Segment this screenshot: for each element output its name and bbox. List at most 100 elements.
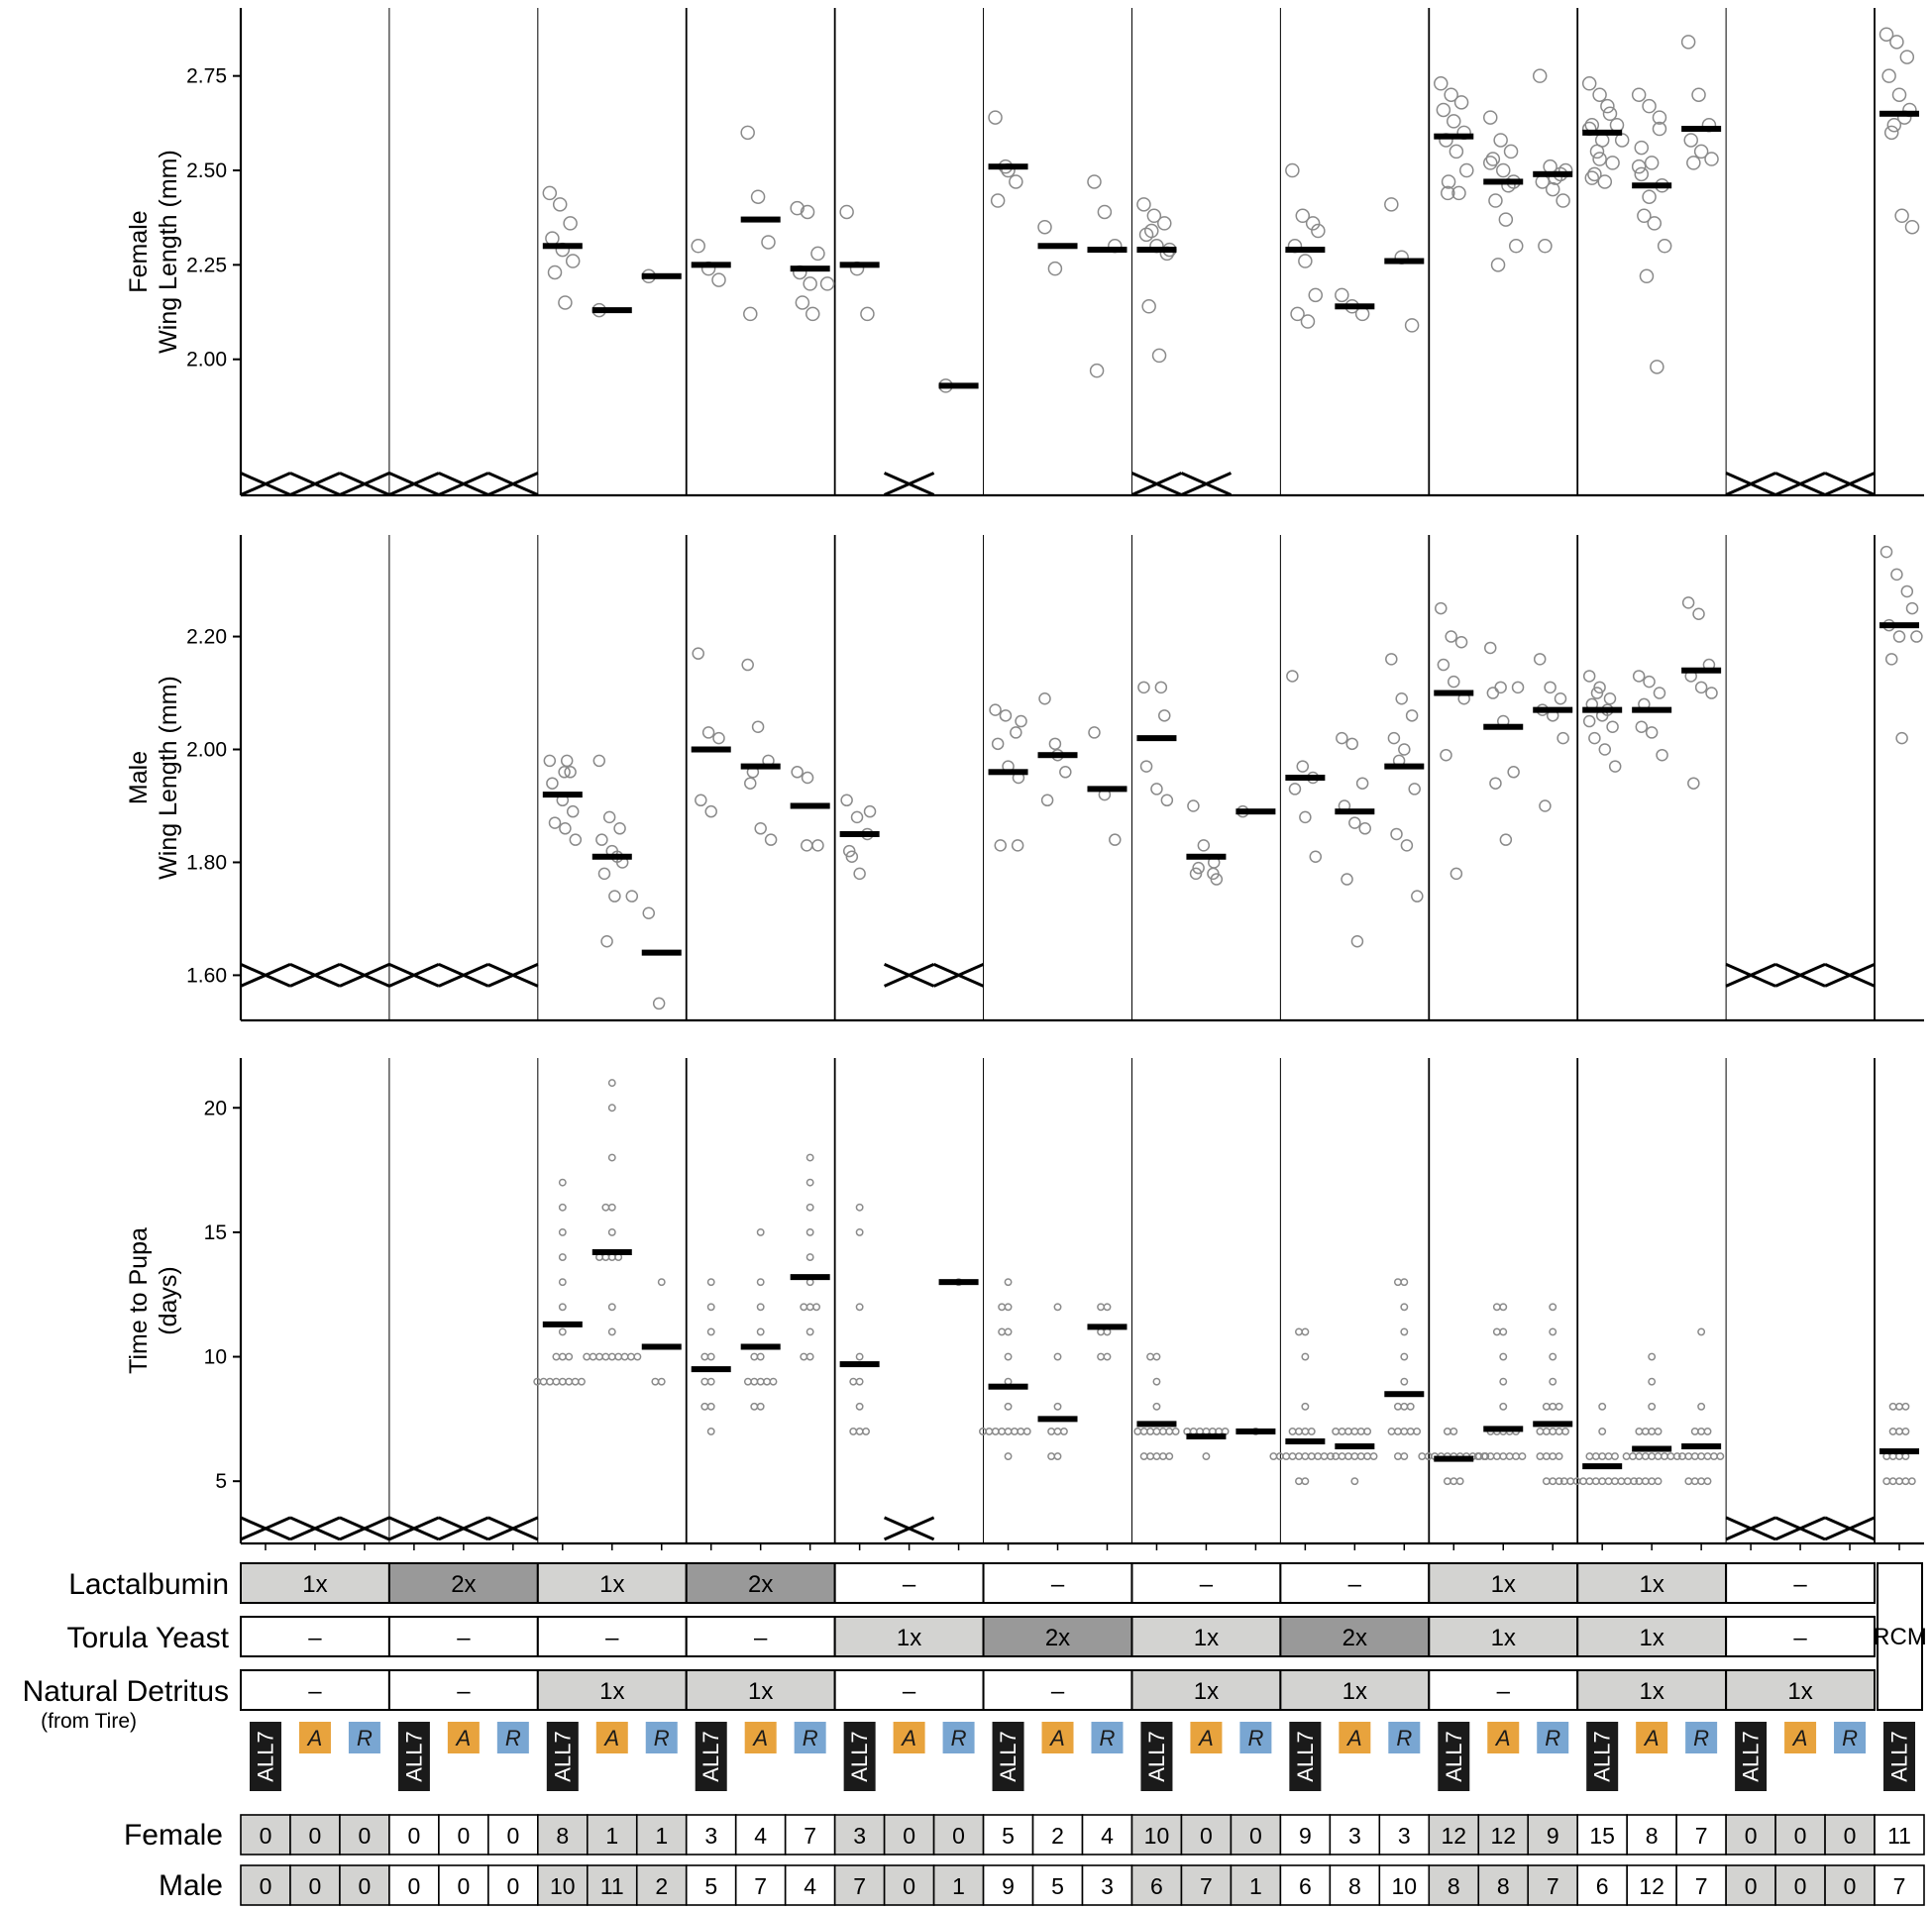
a-badge — [893, 1722, 925, 1753]
data-point — [800, 204, 815, 220]
a-badge — [1041, 1722, 1074, 1753]
data-point — [1400, 1377, 1409, 1386]
all7-badge — [1289, 1722, 1322, 1791]
a-label: A — [1791, 1726, 1808, 1750]
mean-bar — [1384, 1391, 1425, 1398]
count-value: 6 — [1150, 1873, 1163, 1899]
mean-bar — [1087, 1324, 1127, 1330]
data-point — [1139, 760, 1153, 773]
count-value: 0 — [1200, 1823, 1213, 1849]
data-point — [754, 822, 767, 835]
missing-cross — [438, 472, 489, 496]
data-point — [761, 235, 776, 250]
data-point — [1598, 1452, 1607, 1461]
r-badge — [1388, 1722, 1421, 1753]
data-point — [1040, 794, 1054, 807]
mean-bar — [1384, 763, 1425, 770]
data-point — [613, 822, 626, 835]
data-point — [1901, 1477, 1910, 1486]
a-badge — [1636, 1722, 1668, 1753]
cross-stroke — [487, 963, 539, 988]
data-point — [1605, 156, 1620, 170]
data-point — [1343, 1427, 1352, 1435]
data-point — [706, 1402, 715, 1411]
data-point — [790, 200, 805, 216]
data-point — [1087, 174, 1102, 189]
all7-badge — [695, 1722, 727, 1791]
data-point — [1158, 1452, 1167, 1461]
mean-bar — [1533, 706, 1573, 713]
mean-bar — [1879, 1448, 1920, 1455]
data-point — [1047, 1452, 1056, 1461]
count-cell — [1279, 1864, 1332, 1906]
panel-female: 2.00 2.25 2.50 2.75 Female Wing Length (mm) — [125, 8, 1924, 497]
data-point — [601, 1352, 610, 1361]
data-point — [978, 1427, 987, 1435]
data-point — [1602, 106, 1618, 122]
r-label: R — [1842, 1726, 1858, 1750]
data-point — [1444, 87, 1458, 102]
count-value: 9 — [1002, 1873, 1015, 1899]
data-point — [1011, 839, 1024, 852]
data-point — [1363, 1427, 1372, 1435]
data-point — [1635, 1427, 1644, 1435]
cross-stroke — [883, 472, 935, 496]
treatment-cell — [240, 1562, 390, 1604]
count-value: 7 — [1695, 1823, 1708, 1849]
a-badge — [595, 1722, 628, 1753]
data-point — [1693, 144, 1709, 159]
y-axis-label-line: (days) — [155, 1266, 182, 1334]
data-point — [1512, 1452, 1521, 1461]
count-cell — [438, 1814, 489, 1856]
cross-stroke — [339, 472, 390, 496]
data-point — [1400, 839, 1414, 852]
data-point — [1617, 1477, 1626, 1486]
count-cell — [1180, 1814, 1233, 1856]
a-badge — [1784, 1722, 1817, 1753]
data-point — [558, 1377, 567, 1386]
data-point — [1684, 1477, 1693, 1486]
count-value: 7 — [1695, 1873, 1708, 1899]
data-point — [1511, 681, 1525, 694]
data-point — [1629, 1452, 1637, 1461]
data-point — [1009, 174, 1023, 189]
data-point — [1449, 867, 1463, 881]
data-point — [842, 844, 856, 858]
all7-label: ALL7 — [550, 1731, 575, 1781]
all7-badge — [249, 1722, 281, 1791]
data-point — [1598, 1477, 1607, 1486]
data-point — [840, 794, 853, 807]
data-point — [1449, 1427, 1458, 1435]
data-point — [855, 1203, 864, 1212]
data-point — [627, 1352, 635, 1361]
data-point — [805, 306, 820, 322]
data-point — [1150, 783, 1163, 795]
data-point — [1509, 239, 1524, 254]
data-point — [657, 1377, 666, 1386]
data-point — [1350, 1427, 1359, 1435]
data-point — [805, 1227, 814, 1236]
data-point — [1657, 239, 1672, 254]
treatment-cell-label: – — [457, 1625, 471, 1651]
a-badge — [1339, 1722, 1371, 1753]
treatment-cell — [1576, 1562, 1728, 1604]
data-point — [1053, 1352, 1062, 1361]
data-point — [1483, 156, 1498, 170]
y-tick-label: 2.20 — [186, 626, 227, 649]
data-point — [1146, 1352, 1155, 1361]
data-point — [812, 1303, 821, 1312]
data-point — [1400, 1452, 1409, 1461]
data-point — [1499, 833, 1513, 846]
mean-bar — [1087, 247, 1127, 254]
r-badge — [794, 1722, 826, 1753]
all7-label: ALL7 — [1887, 1731, 1912, 1781]
count-value: 0 — [1844, 1873, 1857, 1899]
data-point — [1900, 584, 1914, 598]
data-point — [1443, 1477, 1451, 1486]
data-point — [1288, 783, 1302, 795]
data-point — [1555, 1427, 1563, 1435]
data-point — [860, 306, 875, 322]
data-point — [1661, 1452, 1668, 1461]
data-point — [1311, 223, 1326, 239]
mean-bar — [988, 1383, 1028, 1390]
